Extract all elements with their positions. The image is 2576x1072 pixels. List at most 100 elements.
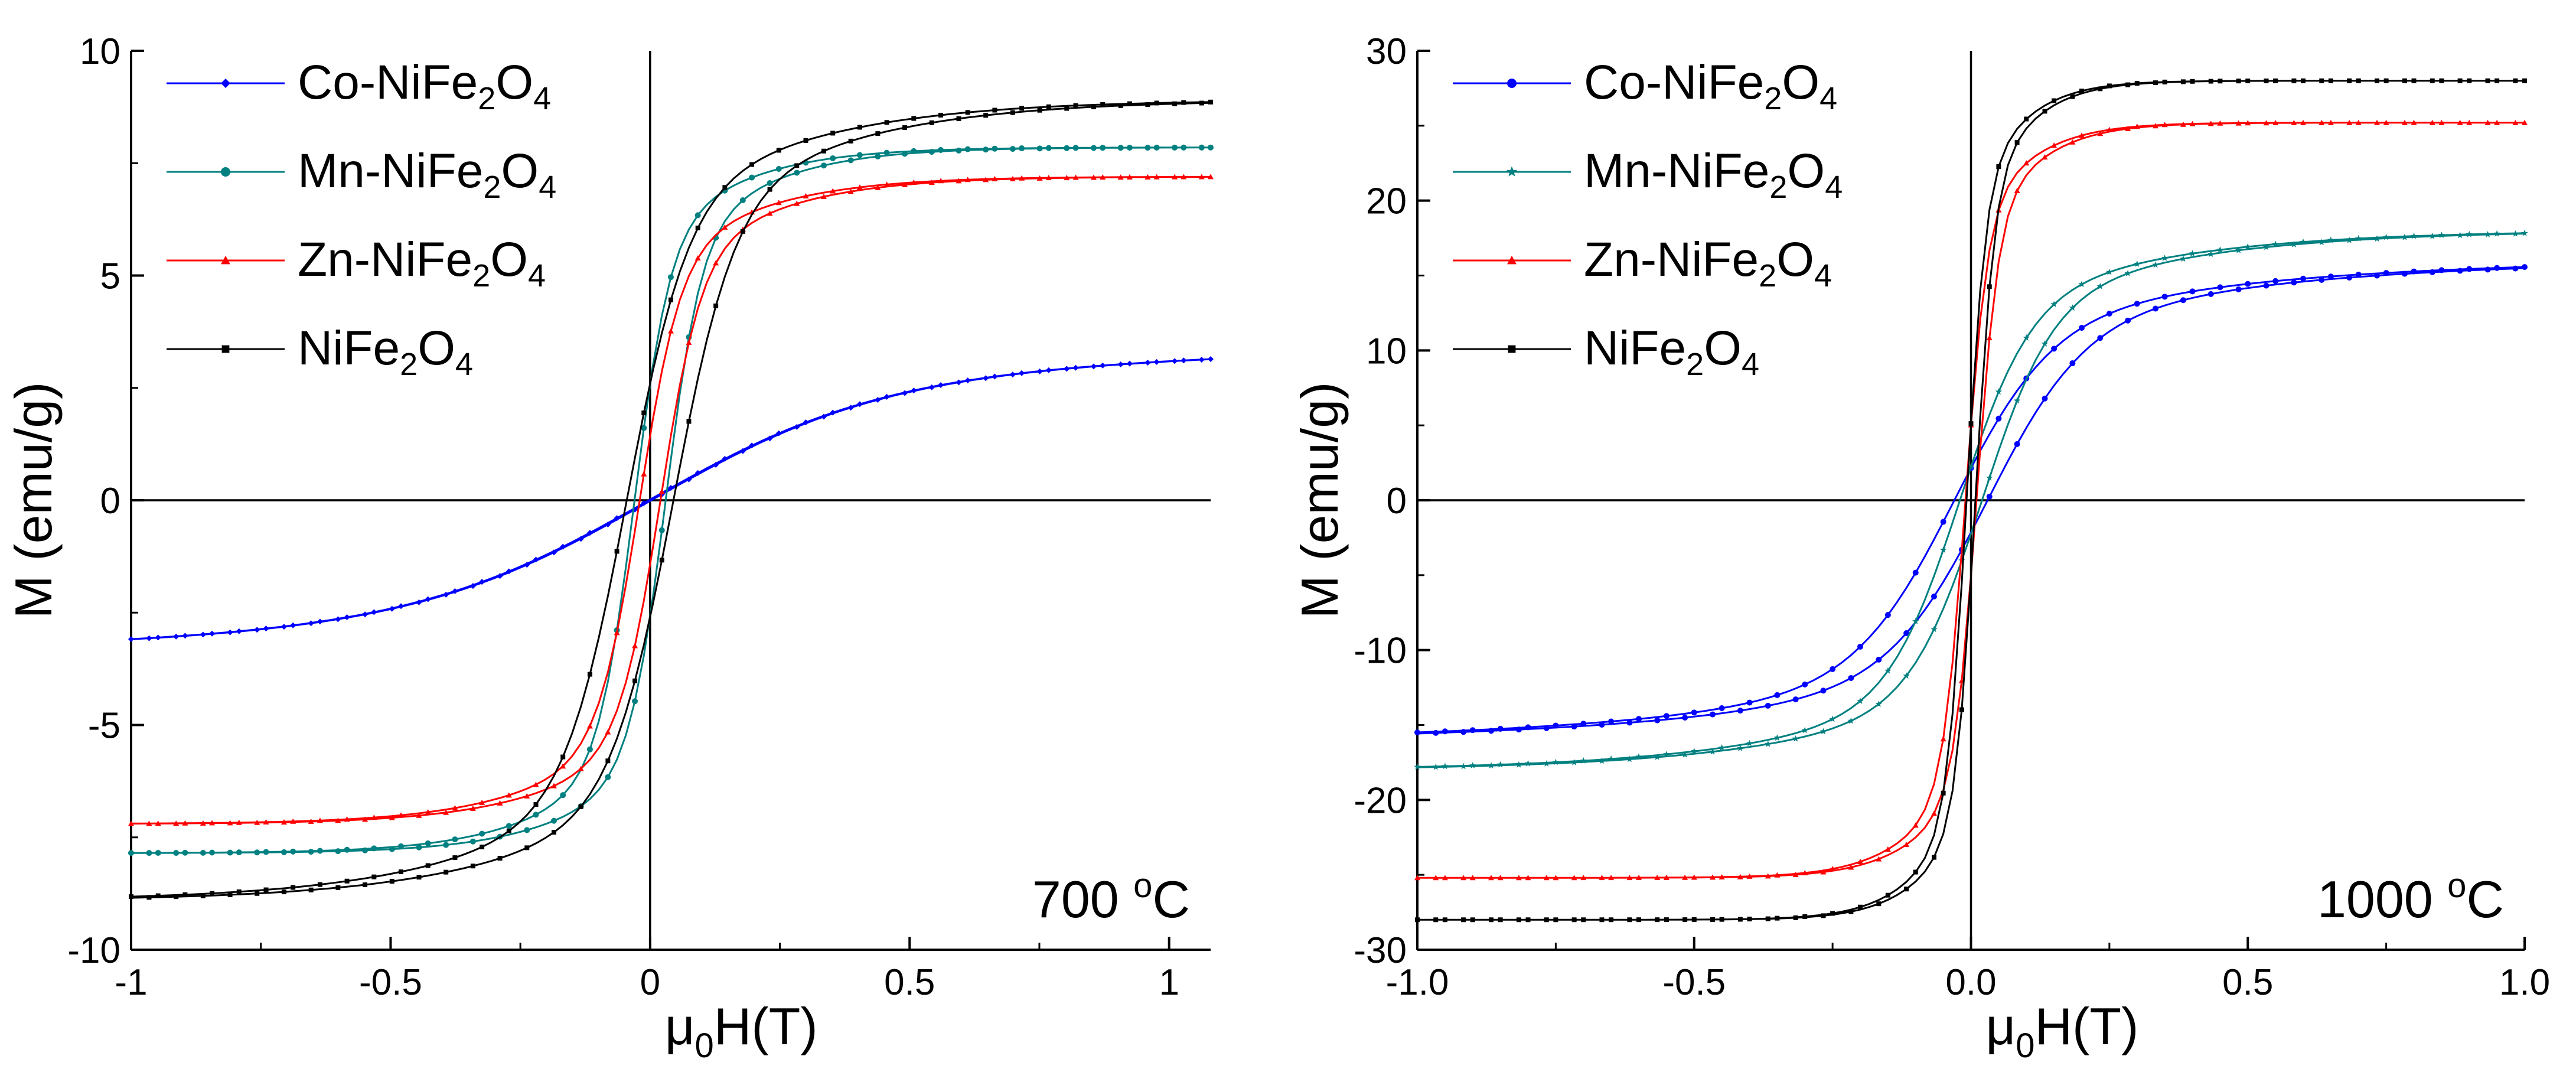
data-point <box>1773 734 1781 741</box>
data-point <box>1515 761 1522 768</box>
data-point <box>964 177 971 183</box>
data-point <box>1599 721 1605 728</box>
data-point <box>1931 625 1938 633</box>
data-point <box>1912 822 1919 828</box>
data-point <box>1072 174 1079 180</box>
data-point <box>1064 366 1070 372</box>
legend-label: Zn-NiFe2O4 <box>298 233 546 294</box>
data-point <box>2014 187 2020 193</box>
data-point <box>668 485 674 491</box>
data-point <box>371 874 377 879</box>
data-point <box>2401 119 2408 125</box>
data-point <box>425 863 431 868</box>
data-point <box>992 175 998 181</box>
data-point <box>1940 519 1946 525</box>
legend-label-main: NiFe <box>1584 321 1686 375</box>
y-tick-label: -30 <box>1354 930 1407 971</box>
data-point <box>2512 119 2519 125</box>
data-point <box>2217 284 2223 291</box>
legend-label-sub: 4 <box>455 347 473 382</box>
data-point <box>821 148 826 154</box>
data-point <box>2411 78 2417 83</box>
data-point <box>794 200 800 206</box>
data-point <box>1719 917 1724 922</box>
data-point <box>1064 175 1070 181</box>
data-point <box>1144 360 1151 366</box>
data-point <box>1488 762 1495 769</box>
data-point <box>443 809 449 815</box>
data-point <box>983 146 989 153</box>
data-point <box>1709 748 1716 755</box>
data-point <box>1117 361 1124 368</box>
data-point <box>560 543 566 550</box>
data-point <box>263 849 269 855</box>
data-point <box>1903 842 1910 848</box>
data-point <box>236 819 242 825</box>
data-point <box>227 629 233 636</box>
data-point <box>1064 106 1069 111</box>
data-point <box>1198 174 1205 180</box>
data-point <box>1858 904 1863 910</box>
data-point <box>1607 755 1615 762</box>
data-point <box>1072 145 1079 151</box>
data-point <box>2079 132 2085 138</box>
data-point <box>443 842 449 848</box>
data-point <box>1940 736 1946 742</box>
data-point <box>1414 729 1420 736</box>
data-point <box>1608 718 1615 725</box>
data-point <box>1986 493 1993 500</box>
data-point <box>1626 719 1633 726</box>
data-point <box>1636 917 1641 923</box>
data-point <box>1091 104 1096 109</box>
data-point <box>983 177 989 183</box>
data-point <box>221 167 230 177</box>
data-point <box>1543 875 1550 881</box>
data-point <box>2079 325 2085 331</box>
data-point <box>1172 174 1178 180</box>
data-point <box>1819 728 1827 735</box>
data-point <box>2382 233 2390 240</box>
data-point <box>2513 78 2518 83</box>
data-point <box>1609 917 1614 923</box>
data-point <box>938 178 944 184</box>
annotation-unit: C <box>2466 870 2504 928</box>
data-point <box>2069 360 2076 367</box>
data-point <box>2383 119 2389 125</box>
data-point <box>371 609 377 615</box>
data-point <box>1654 717 1661 724</box>
data-point <box>389 814 395 820</box>
data-point <box>2051 346 2057 352</box>
data-point <box>2522 119 2528 125</box>
data-point <box>2401 233 2408 240</box>
legend-item: NiFe2O4 <box>167 321 473 382</box>
data-point <box>2161 294 2168 300</box>
data-point <box>1635 753 1642 760</box>
data-point <box>155 820 161 826</box>
data-point <box>2494 265 2500 271</box>
x-tick-label: -0.5 <box>359 962 422 1003</box>
x-label-mu: μ <box>1986 997 2016 1055</box>
data-point <box>1746 739 1753 747</box>
series-Mn-NiFe2O4 <box>1414 229 2528 770</box>
data-point <box>2273 78 2278 83</box>
data-point <box>1117 145 1124 151</box>
data-point <box>1198 144 1205 151</box>
data-point <box>2042 154 2048 160</box>
data-point <box>775 430 782 436</box>
data-point <box>794 423 800 430</box>
data-point <box>128 636 134 643</box>
data-point <box>281 889 286 895</box>
data-point <box>560 763 566 769</box>
data-point <box>2189 250 2196 257</box>
data-point <box>1488 875 1494 881</box>
data-point <box>425 840 431 846</box>
series-Zn-NiFe2O4 <box>1414 119 2528 881</box>
data-point <box>2327 236 2334 243</box>
data-point <box>1515 726 1522 733</box>
data-point <box>182 849 188 856</box>
data-point <box>2041 340 2049 347</box>
data-point <box>803 193 809 199</box>
legend-label-main: Co-NiFe <box>1584 56 1764 109</box>
data-point <box>533 556 539 563</box>
